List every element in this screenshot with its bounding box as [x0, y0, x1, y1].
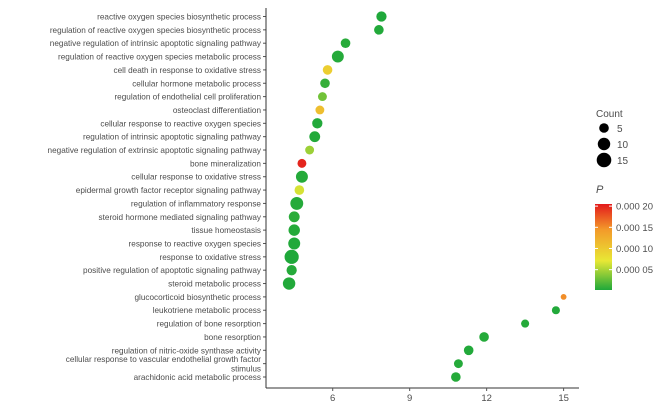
size-legend-key: [597, 137, 611, 151]
data-point: [340, 38, 351, 49]
x-tick-label: 9: [407, 393, 412, 404]
y-tick-label: bone resorption: [204, 333, 261, 342]
data-point: [463, 345, 474, 356]
size-legend-label: 5: [617, 124, 623, 135]
x-tick-label: 15: [558, 393, 569, 404]
size-legend-key: [596, 152, 612, 168]
color-legend-label: 0.000 15: [616, 223, 653, 234]
data-point: [521, 319, 530, 328]
y-tick-label: arachidonic acid metabolic process: [134, 373, 261, 382]
data-point: [305, 145, 315, 155]
data-point: [453, 359, 463, 369]
x-tick-label: 12: [481, 393, 492, 404]
y-tick-label: epidermal growth factor receptor signali…: [76, 186, 262, 195]
color-legend-label: 0.000 10: [616, 244, 653, 255]
data-point: [288, 224, 300, 236]
size-legend-title: Count: [596, 109, 623, 120]
color-legend-label: 0.000 05: [616, 265, 653, 276]
y-tick-label: regulation of nitric-oxide synthase acti…: [112, 346, 262, 355]
color-bar: [595, 204, 612, 290]
size-legend-key: [599, 123, 609, 133]
y-tick-label: regulation of endothelial cell prolifera…: [114, 93, 261, 102]
data-point: [284, 249, 299, 264]
y-tick-label: positive regulation of apoptotic signali…: [83, 266, 262, 275]
data-point: [317, 92, 327, 102]
data-point: [286, 265, 297, 276]
y-tick-label: cellular response to reactive oxygen spe…: [100, 119, 261, 128]
data-point: [288, 211, 300, 223]
y-tick-label: leukotriene metabolic process: [153, 306, 261, 315]
x-tick-label: 6: [330, 393, 335, 404]
y-tick-label: response to reactive oxygen species: [129, 239, 261, 248]
data-point: [312, 118, 323, 129]
y-tick-label: steroid hormone mediated signaling pathw…: [99, 213, 262, 222]
y-tick-label: regulation of bone resorption: [157, 320, 262, 329]
data-point: [320, 78, 330, 89]
color-legend-title: P: [596, 184, 604, 196]
data-point: [295, 170, 308, 183]
data-point: [322, 65, 333, 75]
y-tick-label: steroid metabolic process: [168, 280, 261, 289]
data-point: [315, 105, 325, 115]
y-tick-label: osteoclast differentiation: [173, 106, 262, 115]
y-tick-label: cellular response to vascular endothelia…: [66, 355, 262, 374]
data-point: [376, 11, 387, 22]
data-point: [294, 185, 305, 195]
data-point: [479, 332, 489, 342]
y-tick-label: regulation of reactive oxygen species me…: [58, 53, 261, 62]
y-tick-label: glucocorticoid biosynthetic process: [134, 293, 261, 302]
y-tick-label: reactive oxygen species biosynthetic pro…: [97, 13, 261, 22]
data-point: [290, 196, 304, 210]
y-tick-label: bone mineralization: [190, 159, 261, 168]
data-points: [282, 11, 567, 382]
y-tick-label: negative regulation of extrinsic apoptot…: [48, 146, 262, 155]
color-legend: P 0.000 05 0.000 10 0.000 15 0.000 20: [595, 184, 653, 290]
y-tick-label: cellular hormone metabolic process: [132, 79, 261, 88]
data-point: [331, 50, 344, 63]
y-tick-label: regulation of inflammatory response: [131, 199, 262, 208]
y-tick-label: regulation of reactive oxygen species bi…: [50, 26, 261, 35]
size-legend-label: 15: [617, 156, 629, 167]
y-tick-label: cellular response to oxidative stress: [131, 173, 261, 182]
data-point: [451, 372, 461, 382]
y-tick-label: cell death in response to oxidative stre…: [114, 66, 261, 75]
data-point: [297, 158, 307, 168]
y-axis-labels: reactive oxygen species biosynthetic pro…: [48, 13, 262, 383]
color-legend-label: 0.000 20: [616, 202, 653, 213]
size-legend-label: 10: [617, 140, 629, 151]
data-point: [560, 293, 567, 300]
axes: [263, 8, 579, 389]
y-tick-label: negative regulation of intrinsic apoptot…: [50, 39, 262, 48]
y-tick-label: response to oxidative stress: [160, 253, 261, 262]
y-tick-label: regulation of intrinsic apoptotic signal…: [83, 133, 262, 142]
y-tick-label: tissue homeostasis: [191, 226, 261, 235]
data-point: [282, 277, 296, 290]
data-point: [374, 25, 384, 35]
data-point: [288, 237, 301, 250]
data-point: [309, 131, 321, 143]
size-legend: Count 5 10 15: [596, 109, 629, 168]
x-axis-ticks: 6 9 12 15: [330, 388, 569, 404]
data-point: [551, 306, 560, 315]
